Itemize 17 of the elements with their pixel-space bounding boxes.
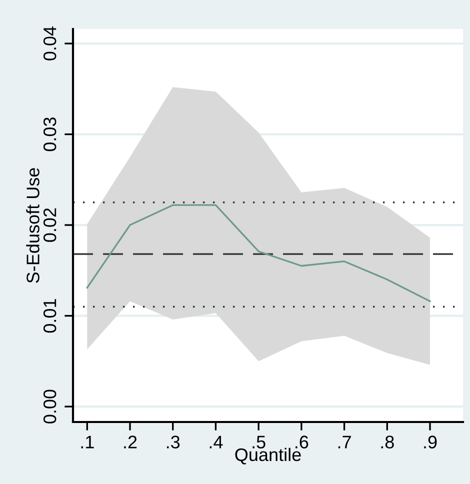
x-tick-label: .5 — [252, 436, 266, 448]
x-tick-label: .9 — [424, 436, 437, 448]
y-tick-label: 0.04 — [43, 26, 56, 60]
x-tick-label: .2 — [124, 436, 137, 448]
x-tick-label: .4 — [210, 436, 223, 448]
x-axis-title: Quantile — [235, 448, 301, 464]
x-tick-label: .6 — [296, 436, 308, 448]
y-tick-label: 0.03 — [43, 118, 56, 152]
y-tick-label: 0.02 — [43, 208, 56, 242]
x-tick-label: .7 — [338, 436, 351, 448]
y-tick-label: 0.00 — [43, 390, 56, 424]
x-tick-label: .3 — [166, 436, 180, 448]
y-axis-title: S-Edusoft Use — [26, 168, 40, 283]
x-tick-label: .1 — [81, 436, 94, 448]
line-series — [86, 204, 431, 302]
x-tick-label: .8 — [381, 436, 394, 448]
y-tick-label: 0.01 — [43, 299, 56, 333]
